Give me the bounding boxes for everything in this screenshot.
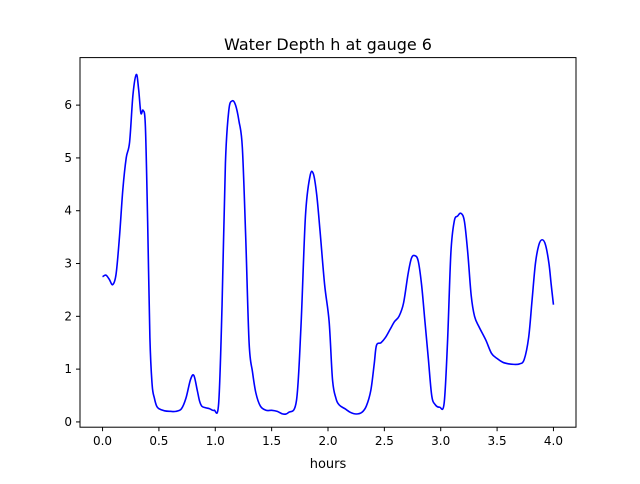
x-axis: 0.0 0.5 1.0 1.5 2.0 2.5 3.0 3.5 4.0: [93, 427, 563, 448]
x-tick-label: 3.5: [488, 434, 507, 448]
x-tick-label: 2.0: [318, 434, 337, 448]
x-tick-label: 3.0: [431, 434, 450, 448]
y-tick-label: 3: [64, 257, 72, 271]
x-tick-label: 0.0: [93, 434, 112, 448]
chart-title: Water Depth h at gauge 6: [224, 35, 432, 54]
x-tick-label: 1.5: [262, 434, 281, 448]
y-tick-label: 5: [64, 151, 72, 165]
series-line: [102, 73, 555, 415]
y-tick-label: 2: [64, 309, 72, 323]
x-tick-label: 1.0: [206, 434, 225, 448]
y-tick-label: 0: [64, 415, 72, 429]
y-tick-label: 1: [64, 362, 72, 376]
x-tick-label: 2.5: [375, 434, 394, 448]
x-tick-label: 4.0: [544, 434, 563, 448]
y-tick-label: 6: [64, 98, 72, 112]
y-tick-label: 4: [64, 204, 72, 218]
x-tick-label: 0.5: [149, 434, 168, 448]
y-axis: 0 1 2 3 4 5 6: [64, 98, 80, 429]
x-axis-label: hours: [310, 457, 347, 472]
